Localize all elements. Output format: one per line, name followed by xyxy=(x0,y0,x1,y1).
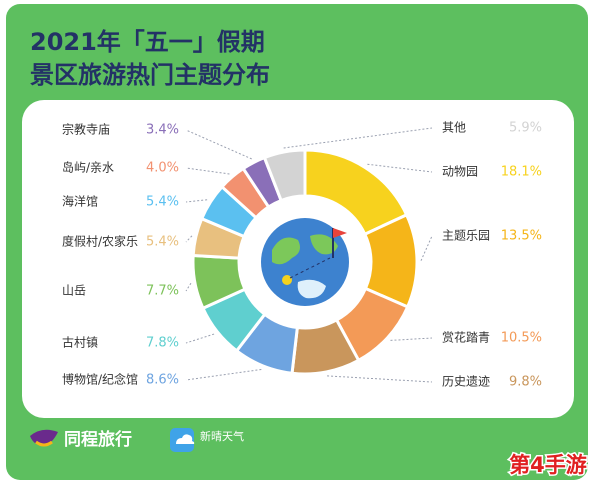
globe-icon xyxy=(261,218,349,306)
footer-logo: 同程旅行 新晴天气 xyxy=(30,428,244,452)
value-label: 8.6% xyxy=(146,373,179,388)
partner-name: 新晴天气 xyxy=(200,429,244,443)
category-label: 赏花踏青 xyxy=(442,330,490,345)
value-label: 7.7% xyxy=(146,284,179,299)
category-label: 度假村/农家乐 xyxy=(62,234,138,249)
category-label: 历史遗迹 xyxy=(442,375,490,389)
value-label: 5.4% xyxy=(146,235,179,250)
category-label: 主题乐园 xyxy=(442,229,490,243)
leader-line xyxy=(185,368,262,381)
value-label: 18.1% xyxy=(501,165,542,180)
category-label: 宗教寺庙 xyxy=(62,122,110,137)
value-label: 5.9% xyxy=(509,121,542,136)
chart-title: 景区旅游热门主题分布 xyxy=(30,61,270,89)
leader-line xyxy=(185,199,208,203)
donut xyxy=(191,148,419,376)
leader-line xyxy=(185,167,230,175)
leader-line xyxy=(327,375,433,383)
leader-line xyxy=(390,337,433,341)
leader-line xyxy=(367,163,433,173)
value-label: 7.8% xyxy=(146,336,179,351)
leader-line xyxy=(185,282,192,292)
category-label: 其他 xyxy=(442,121,466,135)
slice xyxy=(262,148,307,203)
value-label: 10.5% xyxy=(501,331,542,346)
category-label: 博物馆/纪念馆 xyxy=(62,372,138,387)
category-label: 山岳 xyxy=(62,284,86,298)
category-label: 岛屿/亲水 xyxy=(62,160,114,175)
value-label: 3.4% xyxy=(146,123,179,138)
value-label: 4.0% xyxy=(146,161,179,176)
chart-title: 2021年「五一」假期 xyxy=(30,28,265,56)
value-label: 9.8% xyxy=(509,375,542,390)
category-label: 海洋馆 xyxy=(62,194,98,209)
value-label: 13.5% xyxy=(501,229,542,244)
watermark: 第4手游 xyxy=(509,453,587,477)
value-label: 5.4% xyxy=(146,195,179,210)
leader-line xyxy=(420,235,433,261)
leader-line xyxy=(283,127,433,149)
leader-line xyxy=(185,235,193,243)
category-label: 古村镇 xyxy=(62,335,98,350)
leader-line xyxy=(185,333,215,344)
brand-name: 同程旅行 xyxy=(64,429,132,450)
category-label: 动物园 xyxy=(442,165,478,179)
